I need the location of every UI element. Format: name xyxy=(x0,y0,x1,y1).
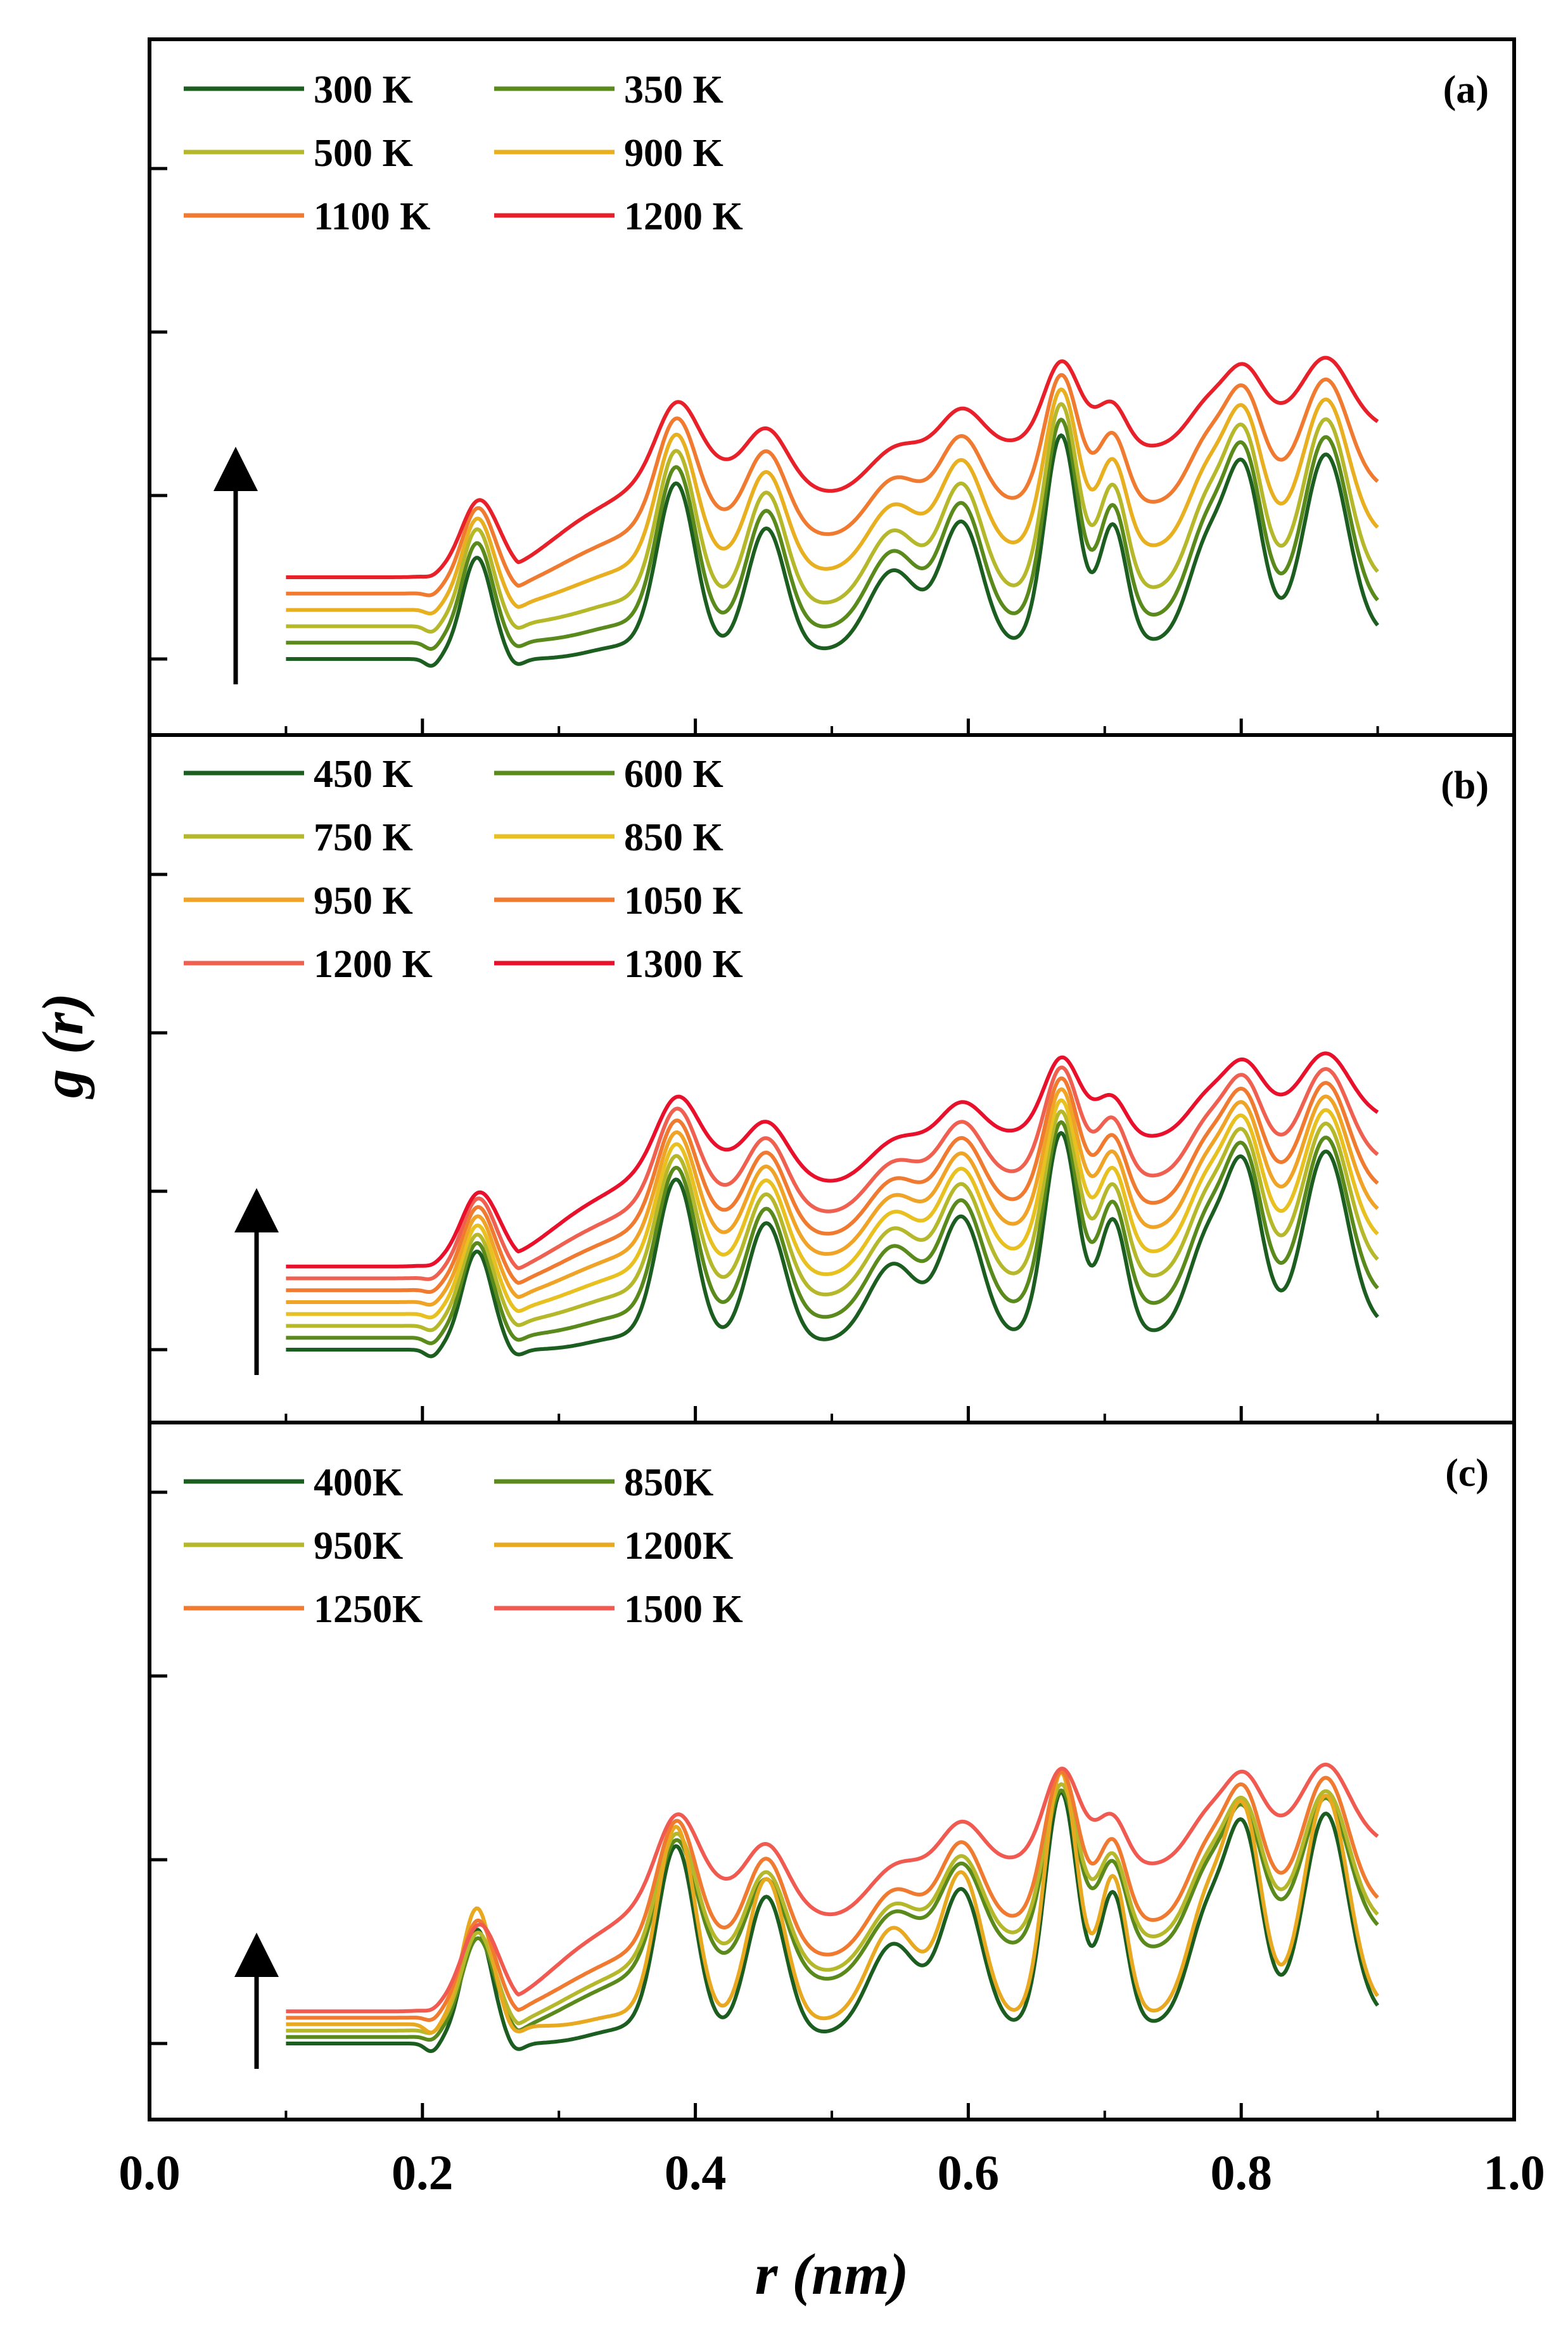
legend-label: 750 K xyxy=(314,816,413,859)
series-line-1200k xyxy=(285,355,1379,579)
series-line-1200k xyxy=(285,1065,1379,1281)
legend-label: 850K xyxy=(624,1461,713,1504)
x-tick-label: 0.6 xyxy=(938,2145,1000,2200)
series-line-950k xyxy=(285,1782,1379,2035)
legend-label: 850 K xyxy=(624,816,723,859)
series-line-600k xyxy=(285,1120,1379,1345)
series-line-950k xyxy=(285,1087,1379,1307)
panel-b: 450 K 600 K 750 K 850 K 950 K 1050 K 1200 K 130… xyxy=(148,733,1516,1424)
legend-label: 1050 K xyxy=(624,879,743,923)
panel-c: 400K 850K 950K 1200K 1250K 1500 K (c) xyxy=(148,1421,1516,2121)
series-line-1100k xyxy=(285,373,1379,598)
panel-label: (b) xyxy=(1441,764,1489,807)
series-line-300k xyxy=(285,433,1379,668)
legend-label: 950K xyxy=(314,1525,403,1568)
x-tick-label: 0.4 xyxy=(665,2145,727,2200)
legend-label: 500 K xyxy=(314,132,413,175)
legend-label: 350 K xyxy=(624,68,723,112)
x-axis-title: r (nm) xyxy=(755,2242,909,2306)
legend-label: 600 K xyxy=(624,753,723,796)
legend-label: 1100 K xyxy=(314,195,430,238)
series-line-900k xyxy=(285,387,1379,616)
series-line-450k xyxy=(285,1131,1379,1359)
legend-label: 1250K xyxy=(314,1588,423,1631)
legend-label: 950 K xyxy=(314,879,413,923)
legend-label: 400K xyxy=(314,1461,403,1504)
panel-label: (c) xyxy=(1445,1452,1489,1495)
y-axis-title: g (r) xyxy=(30,993,95,1099)
legend-label: 450 K xyxy=(314,753,413,796)
series-line-500k xyxy=(285,402,1379,634)
panel-a: 300 K 350 K 500 K 900 K 1100 K 1200 K (a) xyxy=(148,37,1516,737)
legend-label: 1500 K xyxy=(624,1588,743,1631)
legend-label: 1300 K xyxy=(624,943,743,986)
series-line-750k xyxy=(285,1109,1379,1333)
x-tick-label: 1.0 xyxy=(1483,2145,1545,2200)
series-line-1050k xyxy=(285,1076,1379,1294)
panel-label: (a) xyxy=(1443,68,1489,112)
legend-label: 1200 K xyxy=(314,943,433,986)
series-line-1500k xyxy=(285,1762,1379,2014)
legend-label: 900 K xyxy=(624,132,723,175)
series-line-1200k xyxy=(285,1770,1380,2035)
legend-label: 300 K xyxy=(314,68,413,112)
series-line-850k xyxy=(285,1098,1379,1320)
x-tick-label: 0.2 xyxy=(392,2145,454,2200)
x-tick-label: 0.8 xyxy=(1210,2145,1272,2200)
legend-label: 1200 K xyxy=(624,195,743,238)
series-line-350k xyxy=(285,418,1379,651)
x-tick-label: 0.0 xyxy=(118,2145,181,2200)
legend-label: 1200K xyxy=(624,1525,733,1568)
series-line-1300k xyxy=(285,1051,1379,1269)
